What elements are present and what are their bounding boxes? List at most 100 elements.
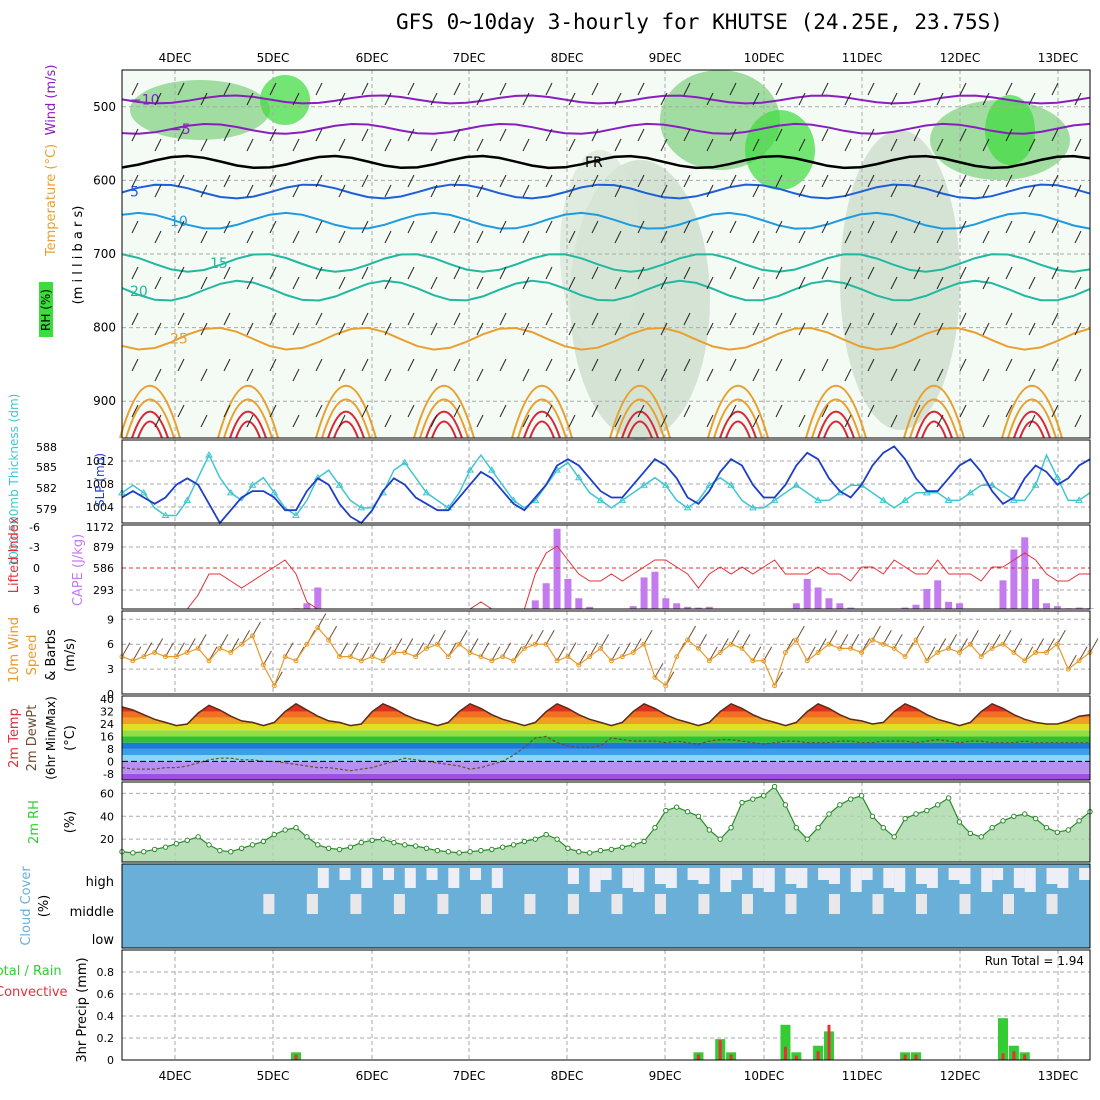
wind-barb — [775, 404, 783, 418]
rh-point — [228, 849, 234, 855]
temperature-contour — [425, 410, 463, 439]
wind-barb — [522, 322, 530, 336]
wind-barb — [913, 404, 921, 418]
thickness-point — [661, 481, 670, 488]
wind-barb — [643, 629, 653, 645]
cloud-mid-cell — [959, 894, 971, 914]
wind-barb — [798, 322, 806, 336]
wind-barb — [729, 312, 737, 326]
wind-point — [587, 654, 593, 660]
temperature-contour — [121, 154, 1091, 170]
temp-band — [122, 748, 1090, 756]
wind-barb — [499, 128, 507, 142]
wind-barb — [223, 358, 231, 372]
contour-label: 20 — [130, 284, 148, 300]
ylabel-temp-4: (°C) — [63, 725, 78, 751]
wind-barb — [1078, 646, 1088, 662]
cape-bar — [542, 583, 550, 609]
temp-band — [122, 730, 1090, 737]
wind-point — [1043, 650, 1049, 655]
wind-barb — [284, 642, 294, 657]
wind-barb — [223, 220, 231, 234]
temperature-contour — [315, 385, 377, 439]
wind-barb — [1074, 92, 1082, 106]
wind-barb — [844, 92, 852, 106]
wind-barb — [706, 138, 714, 152]
wind-point — [717, 650, 723, 655]
wind-barb — [589, 642, 599, 657]
wind-barb — [407, 358, 415, 372]
wind-barb — [844, 414, 852, 428]
cloud-mid-cell — [1046, 894, 1058, 914]
wind-barb — [223, 312, 231, 326]
wind-barb — [660, 368, 668, 382]
wind-point — [391, 650, 397, 655]
y-tick-label: 24 — [100, 718, 114, 731]
wind-barb — [660, 184, 668, 198]
wind-barb — [241, 629, 251, 645]
wind-barb — [982, 230, 990, 244]
wind-barb — [407, 174, 415, 188]
wind-barb — [959, 174, 967, 188]
wind-barb — [775, 174, 783, 188]
wind-barb — [708, 646, 718, 662]
rh-point — [130, 850, 136, 856]
date-label-bottom: 8DEC — [551, 1069, 584, 1083]
cloud-mid-cell — [872, 894, 884, 914]
wind-barb — [430, 92, 438, 106]
rh-point — [1032, 815, 1039, 822]
y-tick-label: -6 — [29, 521, 40, 534]
temperature-contour — [921, 420, 947, 439]
wind-barb — [426, 634, 435, 649]
cape-bar — [1021, 537, 1029, 609]
ylabel-wind-3: & Barbs — [44, 629, 59, 681]
cloud-high-cell — [894, 868, 906, 892]
y-tick-label: 9 — [107, 613, 114, 626]
wind-barb — [177, 266, 185, 280]
temperature-contour — [137, 420, 163, 439]
cloud-high-cell — [567, 868, 579, 884]
rh-point — [945, 795, 952, 801]
wind-frame — [121, 610, 1091, 695]
temperature-contour — [413, 385, 475, 439]
wind-barb — [407, 82, 415, 96]
wind-barb — [591, 128, 599, 142]
date-label-bottom: 5DEC — [257, 1069, 290, 1083]
rh-point — [978, 834, 984, 840]
ylabel-thickness: 1000-500mb Thickness (dm) — [7, 394, 21, 567]
wind-barb — [982, 368, 990, 382]
wind-barb — [821, 82, 829, 96]
wind-barb — [1051, 128, 1059, 142]
wind-barb — [936, 138, 944, 152]
cape-bar — [553, 528, 561, 609]
wind-barb — [556, 646, 566, 662]
wind-barb — [154, 368, 162, 382]
wind-barb — [621, 642, 631, 657]
wind-point — [815, 650, 821, 655]
ylabel-temp-3: (6hr Min/Max) — [44, 696, 58, 780]
legend-total: Total / Rain — [0, 964, 62, 979]
contour-label: 5 — [130, 184, 139, 200]
wind-barb — [706, 368, 714, 382]
wind-barb — [223, 128, 231, 142]
thickness-point — [422, 488, 431, 496]
wind-barb — [1074, 322, 1082, 336]
rh-point — [663, 807, 669, 814]
cloud-mid-cell — [524, 894, 536, 914]
rh-frame — [121, 781, 1091, 863]
rh-point — [935, 802, 941, 808]
wind-barb — [893, 634, 903, 649]
wind-barb — [453, 312, 461, 326]
date-label-top: 9DEC — [649, 51, 682, 65]
run-total: Run Total = 1.94 — [985, 954, 1084, 968]
rh-point — [902, 815, 908, 822]
y-tick-label: 879 — [93, 541, 114, 554]
ylabel-rh-2: (%) — [63, 811, 78, 834]
wind-point — [445, 654, 451, 660]
wind-barb — [1056, 629, 1066, 645]
ylabel-slp: SLP (mb) — [93, 453, 107, 507]
wind-barb — [177, 312, 185, 326]
y-tick-label: 3 — [33, 584, 40, 597]
date-label-bottom: 10DEC — [744, 1069, 784, 1083]
date-label-top: 10DEC — [744, 51, 784, 65]
